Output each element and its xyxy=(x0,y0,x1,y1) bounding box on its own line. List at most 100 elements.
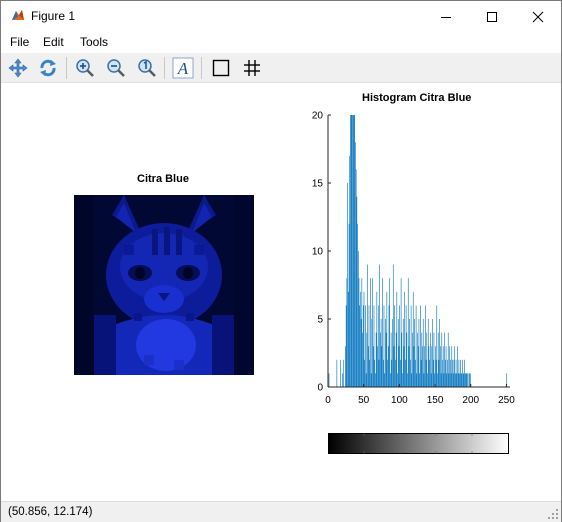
histogram-bar xyxy=(380,319,382,387)
histogram-bar xyxy=(450,373,452,387)
histogram-bar xyxy=(385,319,386,387)
histogram-bar xyxy=(408,346,410,387)
histogram-bar xyxy=(381,346,383,387)
rotate-button[interactable] xyxy=(36,56,60,80)
histogram-bar xyxy=(395,359,396,387)
histogram-bar xyxy=(464,359,465,387)
histogram-bar xyxy=(364,359,366,387)
x-tick-label: 50 xyxy=(358,395,370,406)
histogram-bar xyxy=(390,332,392,387)
histogram-bar xyxy=(468,373,470,387)
histogram-bar xyxy=(367,346,369,387)
histogram-bar xyxy=(402,373,403,387)
histogram-bar xyxy=(382,278,383,387)
histogram-bar xyxy=(416,373,418,387)
zoom-reset-button[interactable] xyxy=(135,56,159,80)
grid-icon xyxy=(244,60,260,76)
histogram-bar xyxy=(357,223,358,387)
histogram-bar xyxy=(437,373,438,387)
histogram-bar xyxy=(434,373,435,387)
histogram-bar xyxy=(373,305,375,387)
histogram-bar xyxy=(417,346,419,387)
histogram-bar xyxy=(427,373,428,387)
histogram-bar xyxy=(383,305,385,387)
histogram-bar xyxy=(420,305,421,387)
histogram-bar xyxy=(399,305,400,387)
histogram-bar xyxy=(459,373,460,387)
histogram-bar xyxy=(452,359,453,387)
zoom-in-button[interactable] xyxy=(73,56,97,80)
y-tick-label: 20 xyxy=(312,111,324,122)
histogram-bar xyxy=(371,319,373,387)
histogram-bar xyxy=(377,305,379,387)
histogram-bar xyxy=(462,373,464,387)
histogram-bar xyxy=(391,359,393,387)
maximize-button[interactable] xyxy=(469,1,515,32)
histogram-axes: 0 50 100 150 200 250 0 5 10 15 20 xyxy=(312,111,515,407)
histogram-bar xyxy=(336,359,338,387)
pointer-coordinates: (50.856, 12.174) xyxy=(8,506,93,518)
histogram-bar xyxy=(372,346,374,387)
minimize-button[interactable] xyxy=(423,1,469,32)
zoom-out-icon xyxy=(107,59,125,77)
matlab-figure-icon xyxy=(12,10,24,20)
histogram-bar xyxy=(392,319,393,387)
histogram-bar xyxy=(397,319,399,387)
histogram-bar xyxy=(470,373,471,387)
histogram-bar xyxy=(422,346,423,387)
histogram-bar xyxy=(440,373,442,387)
box-button[interactable] xyxy=(209,56,233,80)
histogram-bar xyxy=(328,373,330,387)
histogram-bar xyxy=(351,115,353,387)
histogram-bar xyxy=(455,359,457,387)
pan-button[interactable] xyxy=(6,56,30,80)
histogram-bar xyxy=(420,359,422,387)
histogram-bar xyxy=(352,115,354,387)
menu-tools[interactable]: Tools xyxy=(80,35,109,49)
histogram-bar xyxy=(388,305,390,387)
histogram-bar xyxy=(437,332,439,387)
grid-button[interactable] xyxy=(240,56,264,80)
status-bar: (50.856, 12.174) xyxy=(1,501,561,522)
histogram-bar xyxy=(403,346,405,387)
close-button[interactable] xyxy=(515,1,561,32)
histogram-bar xyxy=(436,305,438,387)
histogram-bar xyxy=(392,264,394,387)
x-tick-label: 250 xyxy=(498,395,515,406)
menu-file[interactable]: File xyxy=(10,35,30,49)
histogram-chart[interactable]: 0 50 100 150 200 250 0 5 10 15 20 xyxy=(301,107,521,407)
histogram-bar xyxy=(452,373,454,387)
histogram-bar xyxy=(432,319,433,387)
title-bar[interactable]: Figure 1 xyxy=(1,1,561,32)
histogram-bar xyxy=(417,332,418,387)
histogram-bar xyxy=(407,278,409,387)
histogram-bar xyxy=(412,291,414,387)
maximize-icon xyxy=(487,11,497,22)
insert-text-button[interactable]: A xyxy=(171,56,195,80)
y-tick-label: 10 xyxy=(312,247,324,258)
histogram-bar xyxy=(395,332,397,387)
histogram-bar xyxy=(463,373,465,387)
y-tick-label: 5 xyxy=(317,315,323,326)
histogram-bar xyxy=(462,359,463,387)
citra-blue-image[interactable] xyxy=(74,195,254,375)
histogram-bars xyxy=(328,115,508,387)
histogram-bar xyxy=(421,332,423,387)
histogram-bar xyxy=(375,332,377,387)
zoom-out-button[interactable] xyxy=(104,56,128,80)
histogram-bar xyxy=(356,196,358,387)
histogram-bar xyxy=(360,291,361,387)
histogram-bar xyxy=(455,373,456,387)
minimize-icon xyxy=(441,16,451,18)
menu-edit[interactable]: Edit xyxy=(43,35,64,49)
resize-grip-icon[interactable] xyxy=(548,509,558,519)
histogram-bar xyxy=(422,319,424,387)
histogram-bar xyxy=(460,373,462,387)
histogram-bar xyxy=(405,305,407,387)
x-tick-label: 200 xyxy=(462,395,479,406)
image-axes-title: Citra Blue xyxy=(137,173,189,185)
histogram-bar xyxy=(424,346,425,387)
histogram-bar xyxy=(370,278,371,387)
figure-canvas[interactable]: Citra Blue xyxy=(1,83,561,501)
